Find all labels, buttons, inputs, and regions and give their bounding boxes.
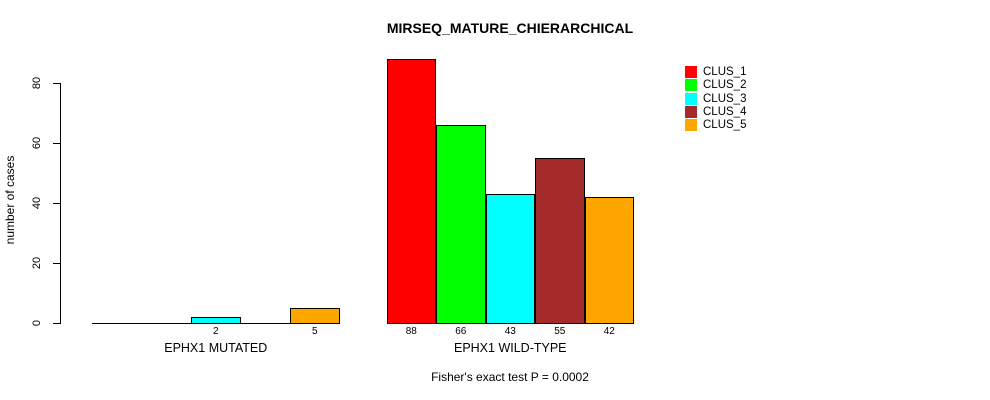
legend-label: CLUS_3 <box>703 92 747 105</box>
y-tick-label: 60 <box>31 136 43 150</box>
bar-value-label: 5 <box>311 326 318 337</box>
y-tick-label: 80 <box>31 76 43 90</box>
y-tick-label: 40 <box>31 196 43 210</box>
y-axis-line <box>60 83 61 324</box>
y-tick <box>53 203 60 204</box>
group-label: EPHX1 WILD-TYPE <box>453 341 567 355</box>
legend-label: CLUS_4 <box>703 105 747 118</box>
legend-label: CLUS_1 <box>703 66 747 78</box>
legend-swatch-clus_3 <box>685 92 697 105</box>
y-tick-label: 0 <box>31 319 43 327</box>
legend-label: CLUS_2 <box>703 79 747 92</box>
legend-swatch-clus_2 <box>685 79 697 92</box>
y-tick <box>53 143 60 144</box>
bar-value-label: 66 <box>455 326 467 337</box>
y-tick <box>53 83 60 84</box>
bar-value-label: 42 <box>603 326 615 337</box>
y-axis-label: number of cases <box>3 155 17 245</box>
bar <box>436 125 486 324</box>
bar <box>535 158 585 324</box>
bar-value-label: 55 <box>554 326 566 337</box>
annotation-text: Fisher's exact test P = 0.0002 <box>431 370 589 384</box>
bar <box>584 197 634 324</box>
group-label: EPHX1 MUTATED <box>164 341 268 355</box>
legend-swatch-clus_1 <box>685 66 697 78</box>
bar <box>290 308 340 324</box>
y-tick <box>53 263 60 264</box>
bar <box>191 317 241 324</box>
bar-value-label: 2 <box>212 326 219 337</box>
bar <box>386 59 436 324</box>
bar-value-label: 88 <box>405 326 417 337</box>
y-tick <box>53 323 60 324</box>
legend-swatch-clus_4 <box>685 105 697 118</box>
bar-value-label: 43 <box>504 326 516 337</box>
legend-label: CLUS_5 <box>703 119 747 132</box>
legend-swatch-clus_5 <box>685 119 697 132</box>
chart-title: MIRSEQ_MATURE_CHIERARCHICAL <box>386 20 634 36</box>
y-tick-label: 20 <box>31 256 43 270</box>
bar <box>485 194 535 324</box>
